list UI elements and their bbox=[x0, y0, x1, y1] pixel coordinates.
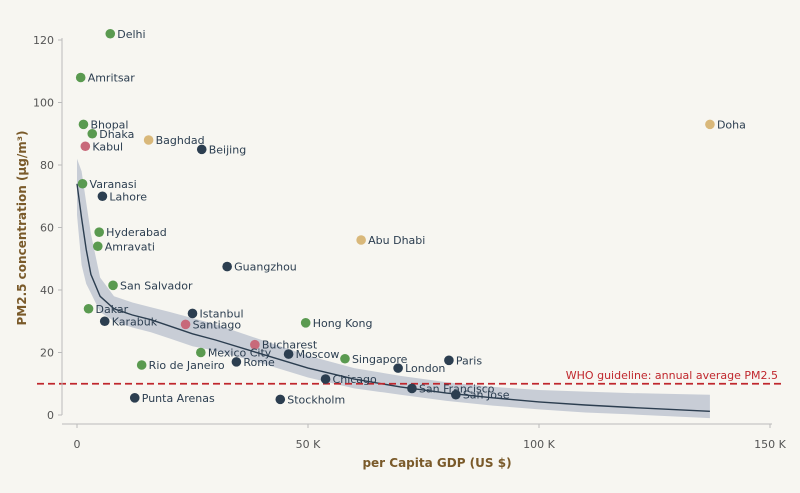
point-label-lahore: Lahore bbox=[109, 190, 147, 203]
point-punta-arenas bbox=[129, 393, 140, 403]
point-label-mexico-city: Mexico City bbox=[208, 347, 272, 360]
point-stockholm bbox=[275, 394, 286, 405]
confidence-band bbox=[77, 158, 710, 419]
point-label-santiago: Santiago bbox=[193, 318, 242, 331]
point-amritsar bbox=[75, 72, 86, 83]
y-tick-label: 80 bbox=[40, 159, 54, 172]
point-label-amravati: Amravati bbox=[105, 240, 155, 253]
x-tick-label: 0 bbox=[74, 438, 81, 451]
point-delhi bbox=[105, 28, 116, 39]
point-paris bbox=[444, 355, 454, 366]
point-london bbox=[393, 363, 403, 373]
point-label-punta-arenas: Punta Arenas bbox=[142, 392, 215, 405]
point-san-jose bbox=[451, 389, 461, 400]
point-label-hyderabad: Hyderabad bbox=[106, 226, 166, 239]
point-label-delhi: Delhi bbox=[117, 28, 145, 41]
x-tick-label: 150 K bbox=[754, 438, 786, 451]
x-tick-label: 50 K bbox=[296, 438, 321, 451]
point-moscow bbox=[283, 349, 294, 359]
point-label-guangzhou: Guangzhou bbox=[234, 261, 297, 274]
x-tick-label: 100 K bbox=[523, 438, 555, 451]
point-dhaka bbox=[87, 128, 98, 139]
point-label-baghdad: Baghdad bbox=[156, 134, 205, 147]
point-label-london: London bbox=[405, 362, 445, 375]
point-beijing bbox=[196, 144, 207, 155]
point-label-bucharest: Bucharest bbox=[262, 339, 318, 352]
point-amravati bbox=[92, 241, 103, 252]
point-label-chicago: Chicago bbox=[333, 373, 377, 386]
point-lahore bbox=[97, 191, 108, 202]
point-label-san-jose: San Jose bbox=[463, 389, 510, 402]
point-label-paris: Paris bbox=[456, 354, 482, 367]
point-san-salvador bbox=[108, 280, 118, 291]
point-label-hong-kong: Hong Kong bbox=[313, 317, 373, 330]
point-label-singapore: Singapore bbox=[352, 353, 408, 366]
x-axis-title: per Capita GDP (US $) bbox=[362, 456, 511, 470]
point-guangzhou bbox=[222, 261, 232, 272]
point-singapore bbox=[340, 353, 350, 364]
point-chicago bbox=[320, 374, 331, 384]
point-label-dhaka: Dhaka bbox=[99, 128, 134, 141]
point-label-bhopal: Bhopal bbox=[90, 118, 128, 131]
who-guideline-label: WHO guideline: annual average PM2.5 bbox=[566, 369, 778, 382]
point-label-moscow: Moscow bbox=[296, 348, 340, 361]
point-santiago bbox=[180, 319, 191, 330]
point-karabuk bbox=[99, 316, 110, 327]
point-label-amritsar: Amritsar bbox=[88, 72, 136, 85]
point-dakar bbox=[83, 303, 94, 314]
point-label-san-salvador: San Salvador bbox=[120, 279, 193, 292]
point-hong-kong bbox=[300, 318, 311, 328]
y-axis-title: PM2.5 concentration (µg/m³) bbox=[15, 131, 29, 326]
point-label-rio-de-janeiro: Rio de Janeiro bbox=[149, 359, 225, 372]
point-kabul bbox=[80, 141, 91, 152]
y-tick-label: 100 bbox=[33, 97, 54, 110]
y-tick-label: 40 bbox=[40, 284, 54, 297]
point-label-beijing: Beijing bbox=[209, 143, 246, 156]
point-label-abu-dhabi: Abu Dhabi bbox=[368, 234, 425, 247]
point-istanbul bbox=[187, 308, 198, 319]
point-label-stockholm: Stockholm bbox=[287, 393, 345, 406]
trend-line bbox=[76, 183, 710, 412]
point-label-doha: Doha bbox=[717, 118, 746, 131]
point-doha bbox=[705, 119, 715, 130]
point-rio-de-janeiro bbox=[136, 360, 147, 370]
point-bucharest bbox=[250, 339, 260, 350]
point-baghdad bbox=[143, 135, 154, 145]
point-bhopal bbox=[78, 119, 89, 130]
point-label-istanbul: Istanbul bbox=[200, 307, 244, 320]
point-label-rome: Rome bbox=[243, 356, 275, 369]
y-tick-label: 20 bbox=[40, 347, 54, 360]
point-abu-dhabi bbox=[356, 235, 366, 245]
y-tick-label: 0 bbox=[47, 409, 54, 422]
point-mexico-city bbox=[196, 347, 206, 358]
point-label-dakar: Dakar bbox=[96, 303, 129, 316]
point-label-san-francisco: San Francisco bbox=[419, 382, 495, 395]
point-label-kabul: Kabul bbox=[92, 140, 123, 153]
y-tick-label: 120 bbox=[33, 34, 54, 47]
point-san-francisco bbox=[407, 383, 417, 394]
point-label-karabuk: Karabuk bbox=[112, 315, 158, 328]
point-hyderabad bbox=[94, 227, 104, 237]
point-varanasi bbox=[77, 178, 88, 189]
y-tick-label: 60 bbox=[40, 222, 54, 235]
point-label-varanasi: Varanasi bbox=[90, 178, 137, 191]
point-rome bbox=[231, 357, 242, 367]
